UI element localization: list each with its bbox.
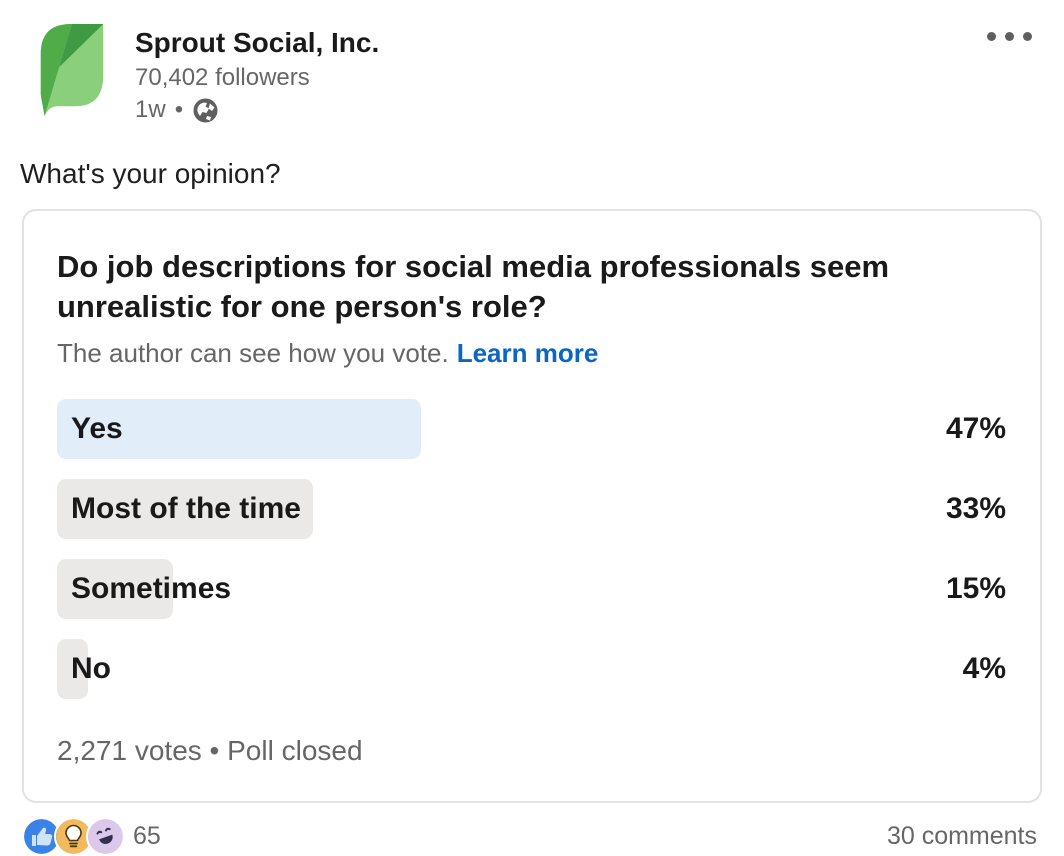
menu-dot [1023,32,1032,41]
poll-option-percentage: 47% [945,412,1006,445]
poll-option-label: Yes [71,412,123,445]
poll-option-row: Most of the time 33% [57,479,1006,539]
poll-option-label: No [71,652,111,685]
poll-votes-summary: 2,271 votes • Poll closed [57,735,363,766]
author-followers: 70,402 followers [135,64,310,91]
poll-option-row: Yes 47% [57,399,1006,459]
poll-option-bar [57,639,88,699]
post-commentary: What's your opinion? [20,158,281,189]
poll-option-row: Sometimes 15% [57,559,1006,619]
poll-option-label: Most of the time [71,492,301,525]
meta-separator: • [174,96,184,123]
poll-options: Yes 47% Most of the time 33% Sometimes 1… [57,399,1006,699]
poll-question: Do job descriptions for social media pro… [57,249,890,324]
comments-count-button[interactable]: 30 comments [886,822,1037,850]
menu-dot [1005,32,1014,41]
menu-dot [987,32,996,41]
social-footer: 65 30 comments [22,817,1037,856]
author-name[interactable]: Sprout Social, Inc. [135,27,380,58]
poll-card: Do job descriptions for social media pro… [22,209,1042,803]
reactions-summary[interactable]: 65 [22,817,161,856]
poll-option-percentage: 33% [945,492,1006,525]
poll-option-label: Sometimes [71,572,232,605]
post-header: Sprout Social, Inc. 70,402 followers 1w … [0,0,1064,125]
learn-more-link[interactable]: Learn more [456,338,599,368]
poll-option-row: No 4% [57,639,1006,699]
poll-option-percentage: 4% [962,652,1006,685]
post-age: 1w [135,96,166,123]
poll-disclaimer: The author can see how you vote. [57,338,449,368]
poll-disclaimer-row: The author can see how you vote. Learn mo… [57,337,1006,369]
reaction-count[interactable]: 65 [133,822,161,850]
sprout-social-logo[interactable] [38,22,106,116]
funny-reaction-icon [86,817,125,856]
poll-option-percentage: 15% [945,572,1006,605]
poll-option-bar [57,399,421,459]
overflow-menu-button[interactable] [981,26,1038,47]
poll-option-bar [57,479,313,539]
globe-icon [193,98,218,122]
post-meta: 1w • [135,95,379,125]
poll-option-bar [57,559,173,619]
